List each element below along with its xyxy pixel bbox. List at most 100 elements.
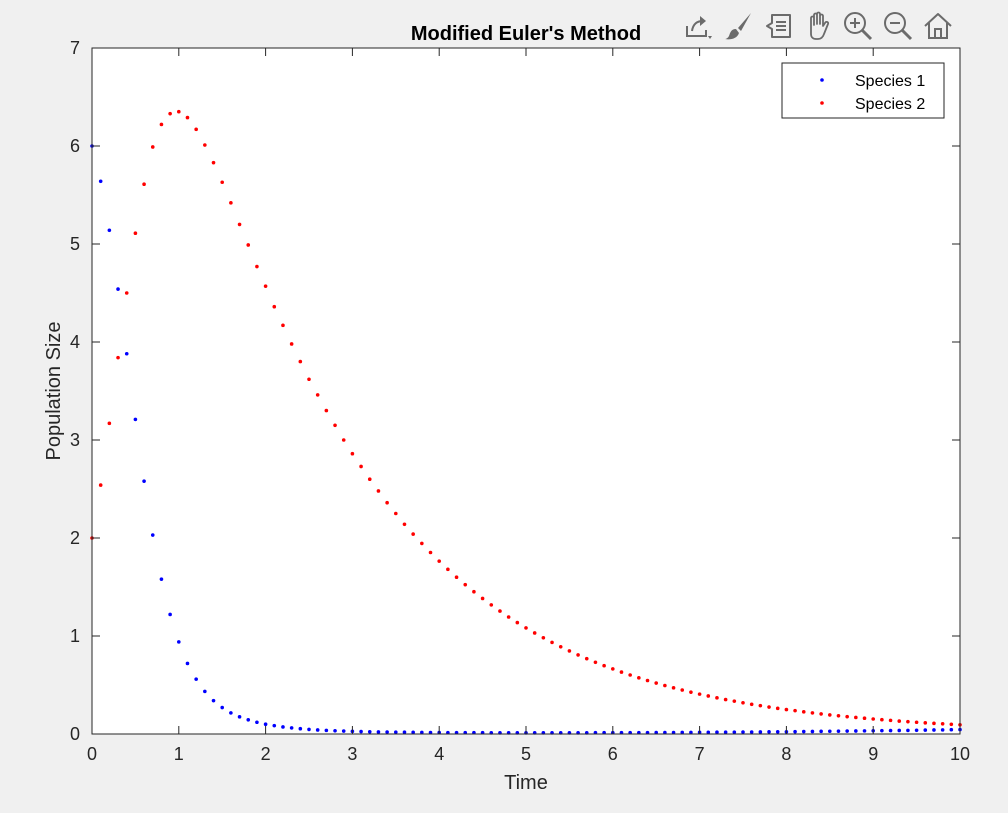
- data-point: [255, 720, 259, 725]
- data-point: [715, 730, 719, 735]
- data-point: [281, 725, 285, 729]
- data-point: [124, 351, 129, 356]
- data-point: [229, 711, 233, 715]
- y-tick-label: 7: [70, 38, 80, 58]
- data-point: [211, 160, 216, 165]
- data-point: [749, 702, 754, 707]
- x-tick-label: 4: [434, 744, 444, 764]
- data-point: [324, 408, 329, 413]
- data-point: [836, 729, 841, 733]
- data-point: [489, 603, 494, 607]
- data-point: [897, 719, 902, 723]
- data-point: [593, 660, 598, 665]
- data-point: [706, 730, 711, 735]
- data-point: [107, 421, 112, 426]
- data-point: [428, 550, 433, 555]
- data-point: [680, 688, 685, 692]
- data-point: [828, 729, 832, 734]
- data-point: [480, 596, 485, 601]
- data-point: [506, 615, 511, 619]
- data-point: [940, 722, 945, 726]
- data-point: [584, 656, 589, 661]
- data-point: [124, 291, 129, 295]
- data-point: [289, 726, 294, 730]
- data-point: [220, 705, 224, 710]
- data-point: [150, 533, 155, 537]
- x-tick-label: 0: [87, 744, 97, 764]
- data-point: [98, 483, 103, 487]
- home-icon: [923, 13, 952, 39]
- zoom-in-button[interactable]: [840, 9, 875, 43]
- pan-button[interactable]: [800, 9, 835, 43]
- data-point: [211, 698, 216, 703]
- data-point: [723, 697, 728, 702]
- legend-box: [781, 62, 945, 119]
- data-point: [758, 730, 763, 734]
- data-point: [246, 717, 251, 722]
- data-point: [446, 567, 450, 572]
- x-tick-label: 5: [521, 744, 531, 764]
- data-point: [888, 718, 893, 723]
- data-point: [871, 717, 875, 721]
- data-point: [654, 730, 658, 735]
- data-point: [558, 644, 563, 649]
- data-point: [185, 661, 190, 666]
- home-button[interactable]: [920, 9, 955, 43]
- data-point: [689, 730, 693, 735]
- y-tick-label: 3: [70, 430, 80, 450]
- data-point: [758, 703, 763, 708]
- data-point: [671, 686, 676, 690]
- data-point: [732, 730, 737, 734]
- data-point: [272, 304, 277, 309]
- y-tick-label: 1: [70, 626, 80, 646]
- legend: Species 1 Species 2: [781, 62, 945, 119]
- data-point: [150, 145, 155, 149]
- data-point: [923, 728, 928, 732]
- y-tick-label: 6: [70, 136, 80, 156]
- data-point: [654, 681, 658, 685]
- data-point: [402, 730, 407, 735]
- y-tick-label: 4: [70, 332, 80, 352]
- data-point: [411, 532, 415, 536]
- data-point: [637, 676, 641, 680]
- data-point: [472, 589, 476, 594]
- data-point: [341, 438, 346, 442]
- data-point: [897, 728, 902, 733]
- data-point: [272, 723, 277, 728]
- data-point: [220, 180, 224, 185]
- legend-marker-species-1: [820, 78, 824, 82]
- x-axis: 0 1 2 3 4 5 6 7 8 9 10: [87, 48, 970, 764]
- data-point: [194, 677, 198, 681]
- brush-button[interactable]: [720, 9, 755, 43]
- x-tick-label: 2: [261, 744, 271, 764]
- data-point: [767, 705, 771, 709]
- data-point: [949, 727, 954, 732]
- data-point: [107, 228, 112, 233]
- x-tick-label: 9: [868, 744, 878, 764]
- data-point: [663, 730, 667, 735]
- x-tick-label: 7: [695, 744, 705, 764]
- zoom-out-button[interactable]: [880, 9, 915, 43]
- data-point: [828, 713, 832, 717]
- data-point: [385, 730, 389, 734]
- data-point: [333, 423, 337, 428]
- x-tick-label: 3: [347, 744, 357, 764]
- data-point: [880, 728, 884, 733]
- data-point: [411, 730, 415, 735]
- data-point: [619, 670, 624, 674]
- plot-area: [92, 48, 960, 734]
- data-tips-button[interactable]: [760, 9, 795, 43]
- data-point: [420, 730, 424, 735]
- data-point: [749, 730, 754, 734]
- data-point: [845, 714, 849, 719]
- data-point: [263, 284, 268, 288]
- data-point: [333, 728, 337, 733]
- data-point: [298, 359, 303, 364]
- export-icon: [685, 16, 712, 39]
- y-tick-label: 5: [70, 234, 80, 254]
- export-button[interactable]: [680, 9, 715, 43]
- data-point: [524, 626, 528, 630]
- data-point: [437, 559, 442, 563]
